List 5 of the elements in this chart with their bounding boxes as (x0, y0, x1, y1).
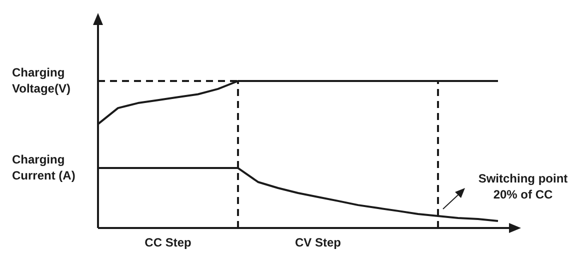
text: Charging Current (A) (12, 152, 76, 182)
text: Charging Voltage(V) (12, 65, 70, 96)
text: CV Step (294, 235, 342, 250)
annotation: Switching point 20% of CC (478, 171, 568, 202)
text: CC Step (144, 235, 192, 250)
